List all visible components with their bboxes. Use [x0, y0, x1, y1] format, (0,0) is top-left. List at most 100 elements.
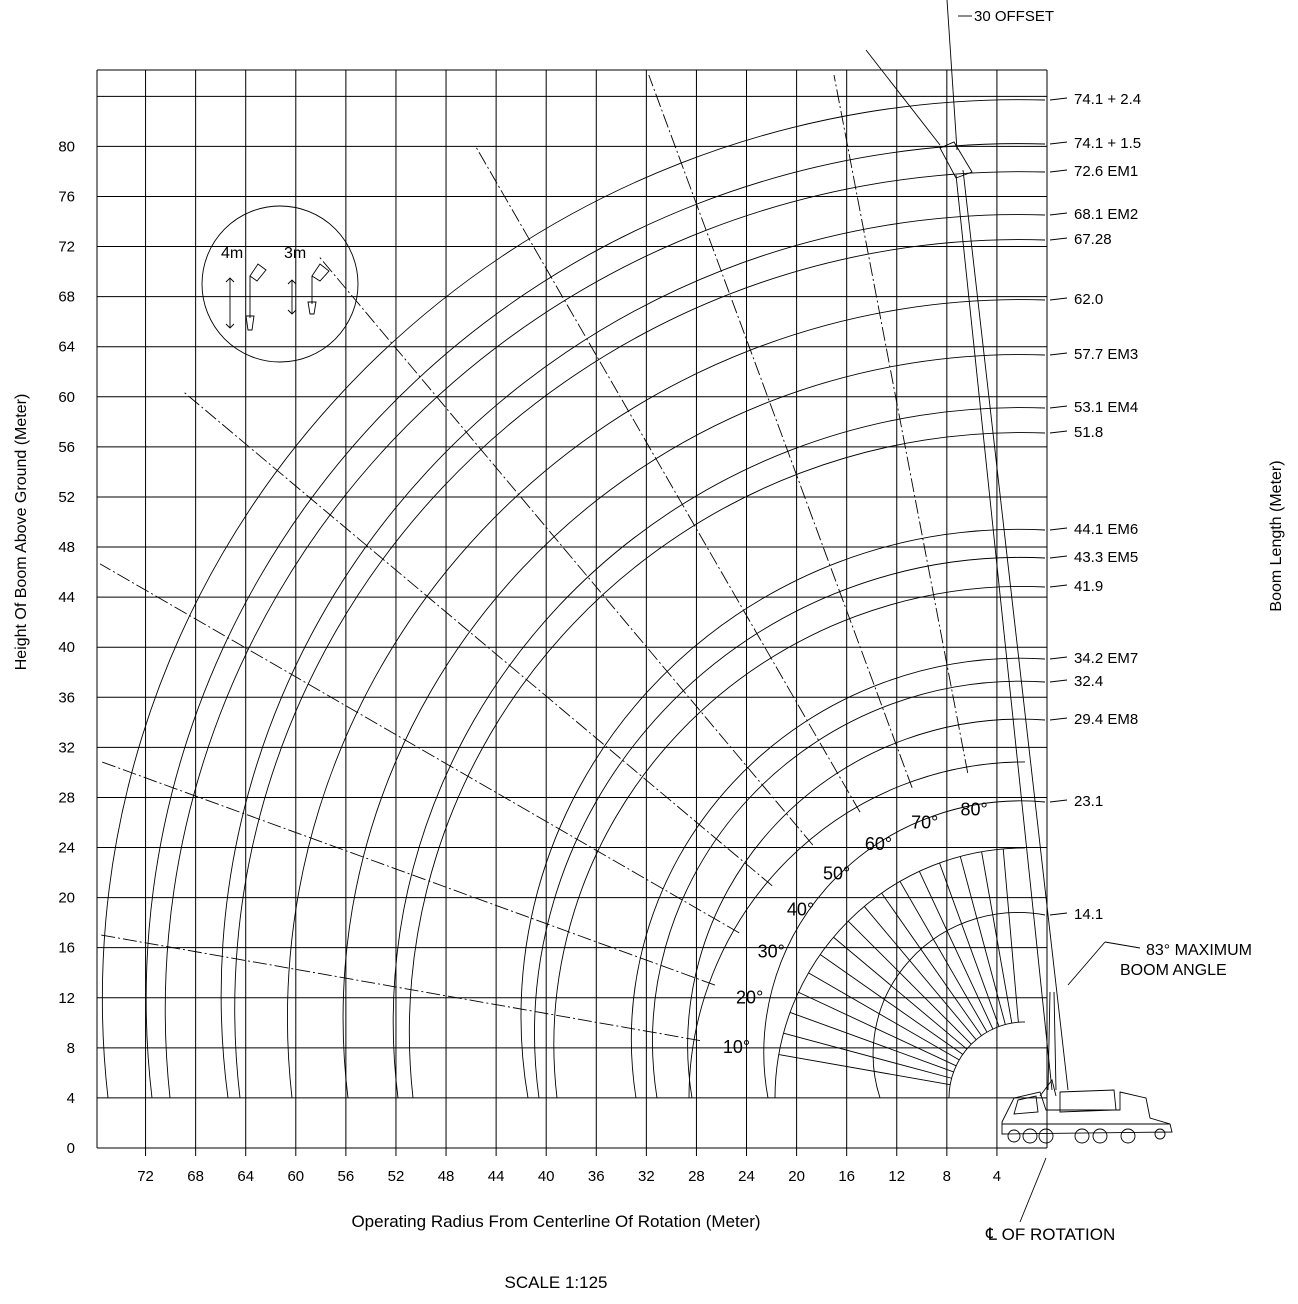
boom-length-arc [101, 99, 1046, 1098]
protractor-tick [959, 856, 1006, 1025]
chart-grid [96, 69, 1048, 1149]
boom-length-arc [164, 171, 1046, 1098]
boom-length-arc [145, 143, 1046, 1098]
label-leader [1049, 912, 1068, 916]
label-leader [1049, 555, 1068, 559]
angle-label: 20° [736, 988, 763, 1008]
x-tick-label: 40 [538, 1168, 555, 1185]
angle-label: 70° [911, 813, 938, 833]
label-leader [1049, 430, 1068, 434]
max-angle-leader [1104, 941, 1141, 949]
angle-ray [99, 934, 701, 1042]
scale-label: SCALE 1:125 [504, 1273, 607, 1292]
x-tick-label: 52 [388, 1168, 405, 1185]
boom-length-arc [630, 657, 1046, 1098]
label-leader [1049, 169, 1068, 173]
y-tick-label: 36 [58, 689, 75, 706]
y-tick-label: 56 [58, 439, 75, 456]
protractor-tick [808, 972, 960, 1061]
x-axis-title: Operating Radius From Centerline Of Rota… [351, 1212, 760, 1231]
boom-length-label: 51.8 [1074, 424, 1103, 441]
boom-line [1047, 991, 1051, 1091]
y-tick-label: 68 [58, 289, 75, 306]
angle-label: 30° [758, 941, 785, 961]
label-leader [1049, 212, 1068, 216]
boom-length-arc [342, 354, 1046, 1098]
x-tick-label: 56 [338, 1168, 355, 1185]
angle-ray [833, 74, 969, 774]
y-tick-label: 0 [67, 1140, 75, 1157]
boom-line [962, 169, 1069, 1091]
y-tick-label: 60 [58, 389, 75, 406]
right-axis-title: Boom Length (Meter) [1268, 460, 1285, 611]
boom-length-label: 43.3 EM5 [1074, 549, 1138, 566]
label-leader [1049, 237, 1068, 241]
angle-ray [317, 254, 814, 846]
boom-length-labels: 74.1 + 2.4 74.1 + 1.5 72.6 EM1 68.1 EM2 67.2… [1049, 91, 1141, 923]
x-tick-label: 44 [488, 1168, 505, 1185]
protractor-tick [881, 892, 982, 1036]
rotation-leader [1019, 1157, 1047, 1223]
inset-label-4m: 4m [221, 245, 243, 262]
y-tick-label: 20 [58, 890, 75, 907]
boom-length-label: 57.7 EM3 [1074, 346, 1138, 363]
boom-length-arc [553, 586, 1046, 1098]
max-angle-label-1: 83° MAXIMUM [1146, 942, 1252, 959]
angle-label: 10° [723, 1037, 750, 1057]
angle-label: 80° [961, 799, 988, 819]
boom-length-label: 41.9 [1074, 578, 1103, 595]
crane-drawing [865, 0, 1141, 1223]
angle-label: 60° [865, 834, 892, 854]
y-tick-label: 52 [58, 489, 75, 506]
x-tick-label: 72 [137, 1168, 154, 1185]
protractor-tick [981, 851, 1013, 1024]
x-tick-label: 48 [438, 1168, 455, 1185]
rotation-label: ℄ OF ROTATION [985, 1225, 1115, 1244]
protractor-tick [899, 881, 988, 1033]
boom-length-arc [652, 680, 1046, 1098]
offset-label: 30 OFFSET [974, 8, 1054, 25]
boom-angle-lines [99, 74, 969, 1042]
boom-length-arc [520, 528, 1046, 1098]
protractor-tick [1002, 848, 1019, 1023]
label-leader [1049, 717, 1068, 721]
boom-length-arcs [101, 99, 1046, 1099]
protractor-outer [688, 761, 1026, 1098]
boom-length-label: 44.1 EM6 [1074, 521, 1138, 538]
label-leader [1049, 352, 1068, 356]
label-leader [1049, 799, 1068, 803]
label-leader [1049, 97, 1068, 101]
boom-length-label: 68.1 EM2 [1074, 206, 1138, 223]
y-tick-label: 48 [58, 539, 75, 556]
y-axis-title: Height Of Boom Above Ground (Meter) [13, 394, 30, 671]
x-tick-label: 36 [588, 1168, 605, 1185]
boom-length-label: 34.2 EM7 [1074, 650, 1138, 667]
angle-ray [474, 145, 861, 813]
y-tick-label: 44 [58, 589, 75, 606]
label-leader [1049, 527, 1068, 531]
boom-line [955, 174, 1053, 1091]
protractor-tick [847, 920, 972, 1045]
boom-length-label: 72.6 EM1 [1074, 163, 1138, 180]
boom-line [1053, 991, 1057, 1091]
y-tick-label: 28 [58, 789, 75, 806]
protractor-tick [789, 1011, 954, 1073]
y-tick-label: 4 [67, 1090, 75, 1107]
boom-length-arc [408, 432, 1046, 1098]
boom-length-label: 29.4 EM8 [1074, 711, 1138, 728]
x-tick-label: 4 [993, 1168, 1001, 1185]
y-tick-label: 16 [58, 940, 75, 957]
boom-length-label: 32.4 [1074, 673, 1103, 690]
protractor-tick [778, 1054, 951, 1086]
boom-length-arc [687, 718, 1046, 1098]
protractor-tick [918, 871, 994, 1030]
x-tick-label: 24 [738, 1168, 755, 1185]
x-tick-label: 60 [287, 1168, 304, 1185]
protractor-tick [833, 936, 968, 1050]
boom-length-label: 74.1 + 2.4 [1074, 91, 1141, 108]
jib-inset: 4m 3m [201, 205, 359, 363]
protractor-core [948, 1021, 1026, 1098]
y-tick-label: 72 [58, 239, 75, 256]
label-leader [1049, 405, 1068, 409]
